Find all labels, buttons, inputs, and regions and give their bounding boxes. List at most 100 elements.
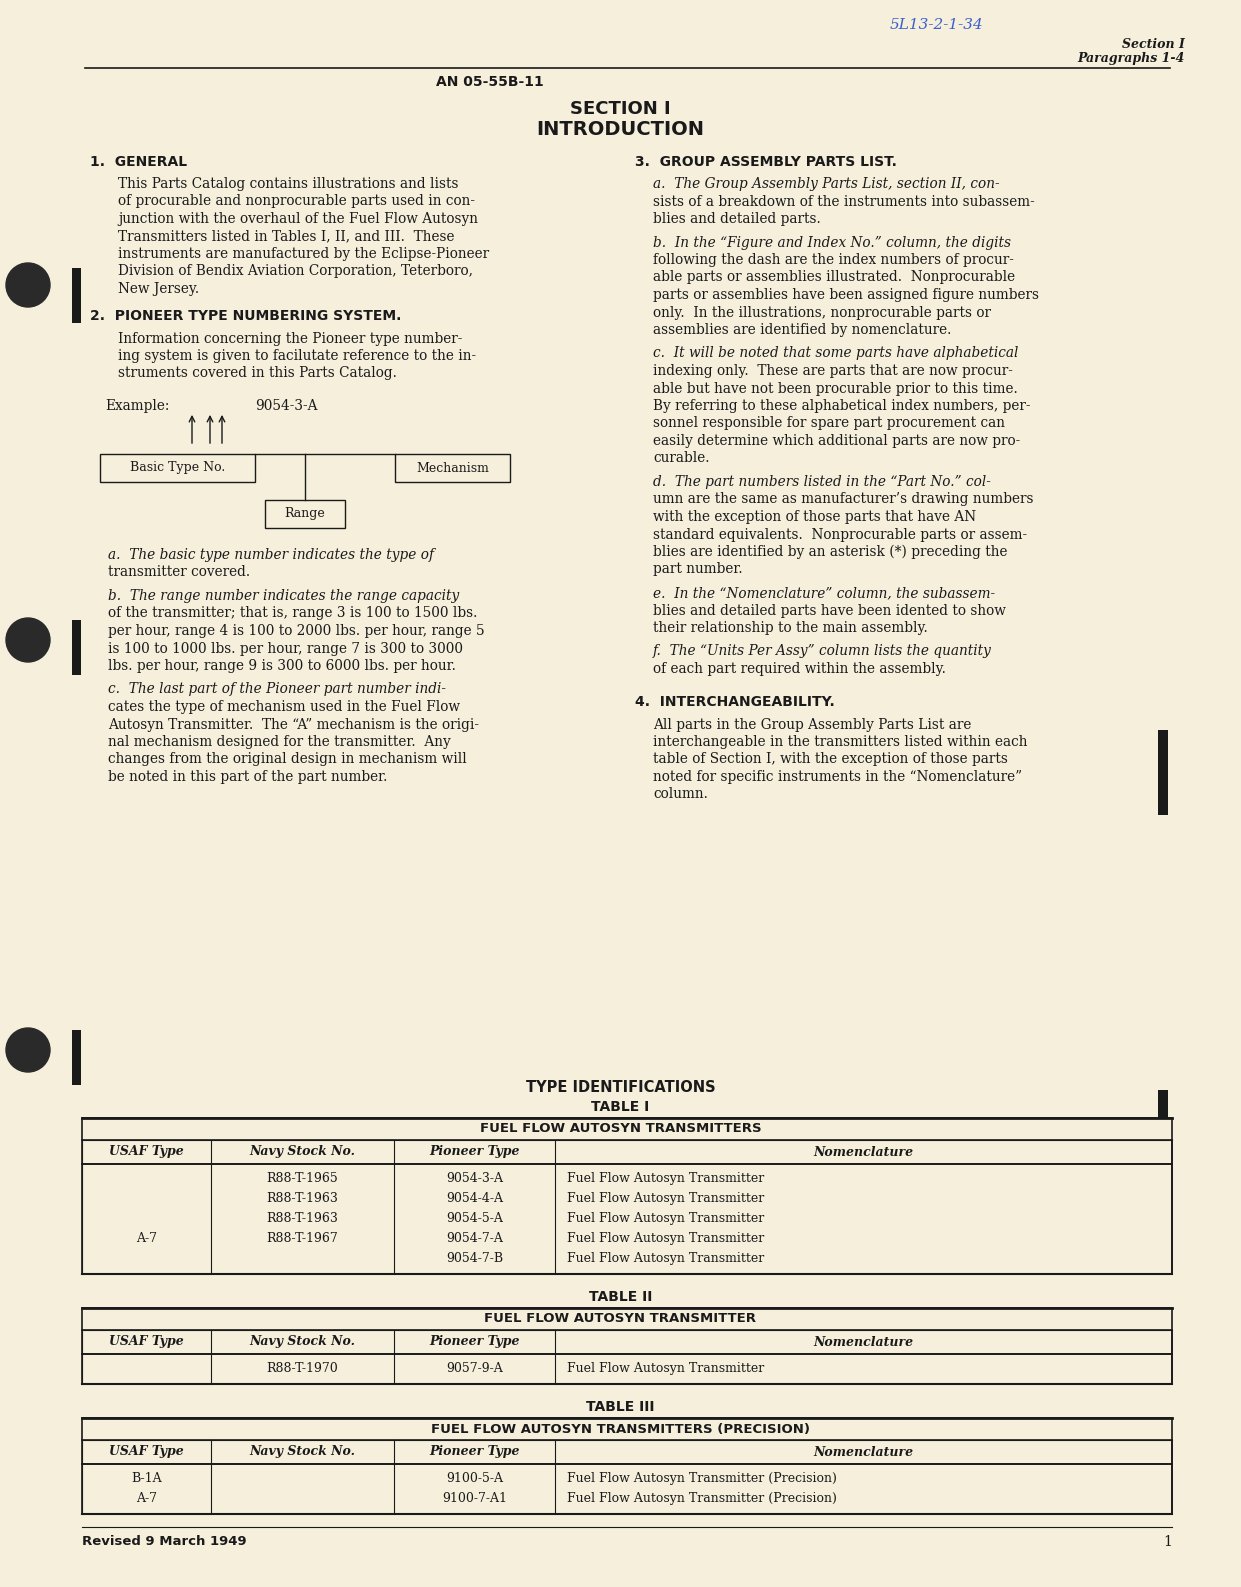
Text: noted for specific instruments in the “Nomenclature”: noted for specific instruments in the “N…: [653, 770, 1023, 784]
Text: Fuel Flow Autosyn Transmitter: Fuel Flow Autosyn Transmitter: [567, 1232, 764, 1244]
Text: 4.  INTERCHANGEABILITY.: 4. INTERCHANGEABILITY.: [635, 695, 835, 709]
Text: Range: Range: [284, 508, 325, 521]
Text: Nomenclature: Nomenclature: [813, 1336, 913, 1349]
Text: 9054-3-A: 9054-3-A: [446, 1173, 503, 1185]
Text: Fuel Flow Autosyn Transmitter: Fuel Flow Autosyn Transmitter: [567, 1362, 764, 1374]
Text: 9100-7-A1: 9100-7-A1: [442, 1492, 506, 1504]
Circle shape: [6, 1028, 50, 1071]
Text: 3.  GROUP ASSEMBLY PARTS LIST.: 3. GROUP ASSEMBLY PARTS LIST.: [635, 156, 897, 168]
Text: indexing only.  These are parts that are now procur-: indexing only. These are parts that are …: [653, 363, 1013, 378]
Text: Division of Bendix Aviation Corporation, Teterboro,: Division of Bendix Aviation Corporation,…: [118, 265, 473, 278]
Text: blies and detailed parts.: blies and detailed parts.: [653, 213, 820, 225]
Text: All parts in the Group Assembly Parts List are: All parts in the Group Assembly Parts Li…: [653, 717, 972, 732]
Text: R88-T-1970: R88-T-1970: [267, 1362, 338, 1374]
Text: b.  The range number indicates the range capacity: b. The range number indicates the range …: [108, 589, 459, 603]
Text: 1: 1: [1163, 1535, 1172, 1549]
Text: Navy Stock No.: Navy Stock No.: [249, 1146, 355, 1159]
Text: R88-T-1963: R88-T-1963: [267, 1212, 338, 1225]
Text: Pioneer Type: Pioneer Type: [429, 1146, 520, 1159]
Text: blies are identified by an asterisk (*) preceding the: blies are identified by an asterisk (*) …: [653, 544, 1008, 559]
Text: instruments are manufactured by the Eclipse-Pioneer: instruments are manufactured by the Ecli…: [118, 248, 489, 260]
Text: b.  In the “Figure and Index No.” column, the digits: b. In the “Figure and Index No.” column,…: [653, 235, 1011, 249]
Text: 2.  PIONEER TYPE NUMBERING SYSTEM.: 2. PIONEER TYPE NUMBERING SYSTEM.: [91, 309, 401, 324]
Text: of procurable and nonprocurable parts used in con-: of procurable and nonprocurable parts us…: [118, 195, 475, 208]
Text: Pioneer Type: Pioneer Type: [429, 1336, 520, 1349]
Bar: [82, 1439, 1172, 1463]
Text: Fuel Flow Autosyn Transmitter: Fuel Flow Autosyn Transmitter: [567, 1173, 764, 1185]
Text: 9054-4-A: 9054-4-A: [446, 1192, 503, 1205]
Text: By referring to these alphabetical index numbers, per-: By referring to these alphabetical index…: [653, 398, 1030, 413]
Text: TABLE III: TABLE III: [586, 1400, 655, 1414]
Text: c.  The last part of the Pioneer part number indi-: c. The last part of the Pioneer part num…: [108, 682, 446, 697]
Text: Transmitters listed in Tables I, II, and III.  These: Transmitters listed in Tables I, II, and…: [118, 230, 454, 243]
Text: struments covered in this Parts Catalog.: struments covered in this Parts Catalog.: [118, 367, 397, 381]
Circle shape: [6, 263, 50, 306]
Text: USAF Type: USAF Type: [109, 1146, 184, 1159]
Bar: [82, 1463, 1172, 1514]
Bar: [72, 621, 81, 674]
Text: Section I: Section I: [1122, 38, 1185, 51]
Text: ing system is given to facilutate reference to the in-: ing system is given to facilutate refere…: [118, 349, 477, 363]
Text: blies and detailed parts have been idented to show: blies and detailed parts have been ident…: [653, 603, 1006, 617]
Text: R88-T-1965: R88-T-1965: [267, 1173, 338, 1185]
Bar: [1158, 730, 1168, 816]
Text: Revised 9 March 1949: Revised 9 March 1949: [82, 1535, 247, 1547]
Text: This Parts Catalog contains illustrations and lists: This Parts Catalog contains illustration…: [118, 178, 458, 190]
Text: a.  The Group Assembly Parts List, section II, con-: a. The Group Assembly Parts List, sectio…: [653, 178, 999, 190]
Text: 9057-9-A: 9057-9-A: [446, 1362, 503, 1374]
Bar: [82, 1163, 1172, 1274]
Text: table of Section I, with the exception of those parts: table of Section I, with the exception o…: [653, 752, 1008, 767]
Text: Paragraphs 1-4: Paragraphs 1-4: [1077, 52, 1185, 65]
Text: c.  It will be noted that some parts have alphabetical: c. It will be noted that some parts have…: [653, 346, 1019, 360]
Text: is 100 to 1000 lbs. per hour, range 7 is 300 to 3000: is 100 to 1000 lbs. per hour, range 7 is…: [108, 641, 463, 655]
Text: 9054-7-B: 9054-7-B: [446, 1252, 503, 1265]
Text: TABLE II: TABLE II: [588, 1290, 653, 1305]
Text: Basic Type No.: Basic Type No.: [130, 462, 225, 475]
Text: able but have not been procurable prior to this time.: able but have not been procurable prior …: [653, 381, 1018, 395]
Text: their relationship to the main assembly.: their relationship to the main assembly.: [653, 621, 928, 635]
Text: lbs. per hour, range 9 is 300 to 6000 lbs. per hour.: lbs. per hour, range 9 is 300 to 6000 lb…: [108, 659, 455, 673]
Text: FUEL FLOW AUTOSYN TRANSMITTER: FUEL FLOW AUTOSYN TRANSMITTER: [484, 1312, 757, 1325]
Text: Navy Stock No.: Navy Stock No.: [249, 1446, 355, 1458]
Text: Autosyn Transmitter.  The “A” mechanism is the origi-: Autosyn Transmitter. The “A” mechanism i…: [108, 717, 479, 732]
Text: FUEL FLOW AUTOSYN TRANSMITTERS: FUEL FLOW AUTOSYN TRANSMITTERS: [480, 1122, 761, 1136]
Text: 9054-3-A: 9054-3-A: [254, 398, 318, 413]
Text: INTRODUCTION: INTRODUCTION: [536, 121, 704, 140]
Text: AN 05-55B-11: AN 05-55B-11: [436, 75, 544, 89]
Bar: [82, 1354, 1172, 1384]
Text: Fuel Flow Autosyn Transmitter: Fuel Flow Autosyn Transmitter: [567, 1192, 764, 1205]
Text: f.  The “Units Per Assy” column lists the quantity: f. The “Units Per Assy” column lists the…: [653, 644, 992, 659]
Text: with the exception of those parts that have AN: with the exception of those parts that h…: [653, 509, 977, 524]
Text: Fuel Flow Autosyn Transmitter (Precision): Fuel Flow Autosyn Transmitter (Precision…: [567, 1492, 836, 1504]
Text: Fuel Flow Autosyn Transmitter: Fuel Flow Autosyn Transmitter: [567, 1212, 764, 1225]
Text: Information concerning the Pioneer type number-: Information concerning the Pioneer type …: [118, 332, 463, 346]
Text: 5L13-2-1-34: 5L13-2-1-34: [890, 17, 984, 32]
Text: 9054-7-A: 9054-7-A: [446, 1232, 503, 1244]
Text: Nomenclature: Nomenclature: [813, 1146, 913, 1159]
Text: transmitter covered.: transmitter covered.: [108, 565, 251, 579]
Text: interchangeable in the transmitters listed within each: interchangeable in the transmitters list…: [653, 735, 1028, 749]
Text: e.  In the “Nomenclature” column, the subassem-: e. In the “Nomenclature” column, the sub…: [653, 586, 995, 600]
Text: junction with the overhaul of the Fuel Flow Autosyn: junction with the overhaul of the Fuel F…: [118, 213, 478, 225]
Text: able parts or assemblies illustrated.  Nonprocurable: able parts or assemblies illustrated. No…: [653, 270, 1015, 284]
Bar: [72, 1030, 81, 1086]
Text: B-1A: B-1A: [132, 1473, 161, 1485]
Text: 1.  GENERAL: 1. GENERAL: [91, 156, 187, 168]
Text: assemblies are identified by nomenclature.: assemblies are identified by nomenclatur…: [653, 324, 952, 336]
Text: R88-T-1967: R88-T-1967: [267, 1232, 338, 1244]
Bar: [101, 454, 254, 482]
Text: parts or assemblies have been assigned figure numbers: parts or assemblies have been assigned f…: [653, 287, 1039, 302]
Bar: [72, 268, 81, 324]
Text: changes from the original design in mechanism will: changes from the original design in mech…: [108, 752, 467, 767]
Text: part number.: part number.: [653, 562, 742, 576]
Text: 9054-5-A: 9054-5-A: [446, 1212, 503, 1225]
Text: be noted in this part of the part number.: be noted in this part of the part number…: [108, 770, 387, 784]
Text: per hour, range 4 is 100 to 2000 lbs. per hour, range 5: per hour, range 4 is 100 to 2000 lbs. pe…: [108, 624, 485, 638]
Text: Nomenclature: Nomenclature: [813, 1446, 913, 1458]
Bar: [82, 1117, 1172, 1139]
Text: Fuel Flow Autosyn Transmitter (Precision): Fuel Flow Autosyn Transmitter (Precision…: [567, 1473, 836, 1485]
Bar: [82, 1419, 1172, 1439]
Text: A-7: A-7: [135, 1492, 156, 1504]
Circle shape: [6, 617, 50, 662]
Text: Pioneer Type: Pioneer Type: [429, 1446, 520, 1458]
